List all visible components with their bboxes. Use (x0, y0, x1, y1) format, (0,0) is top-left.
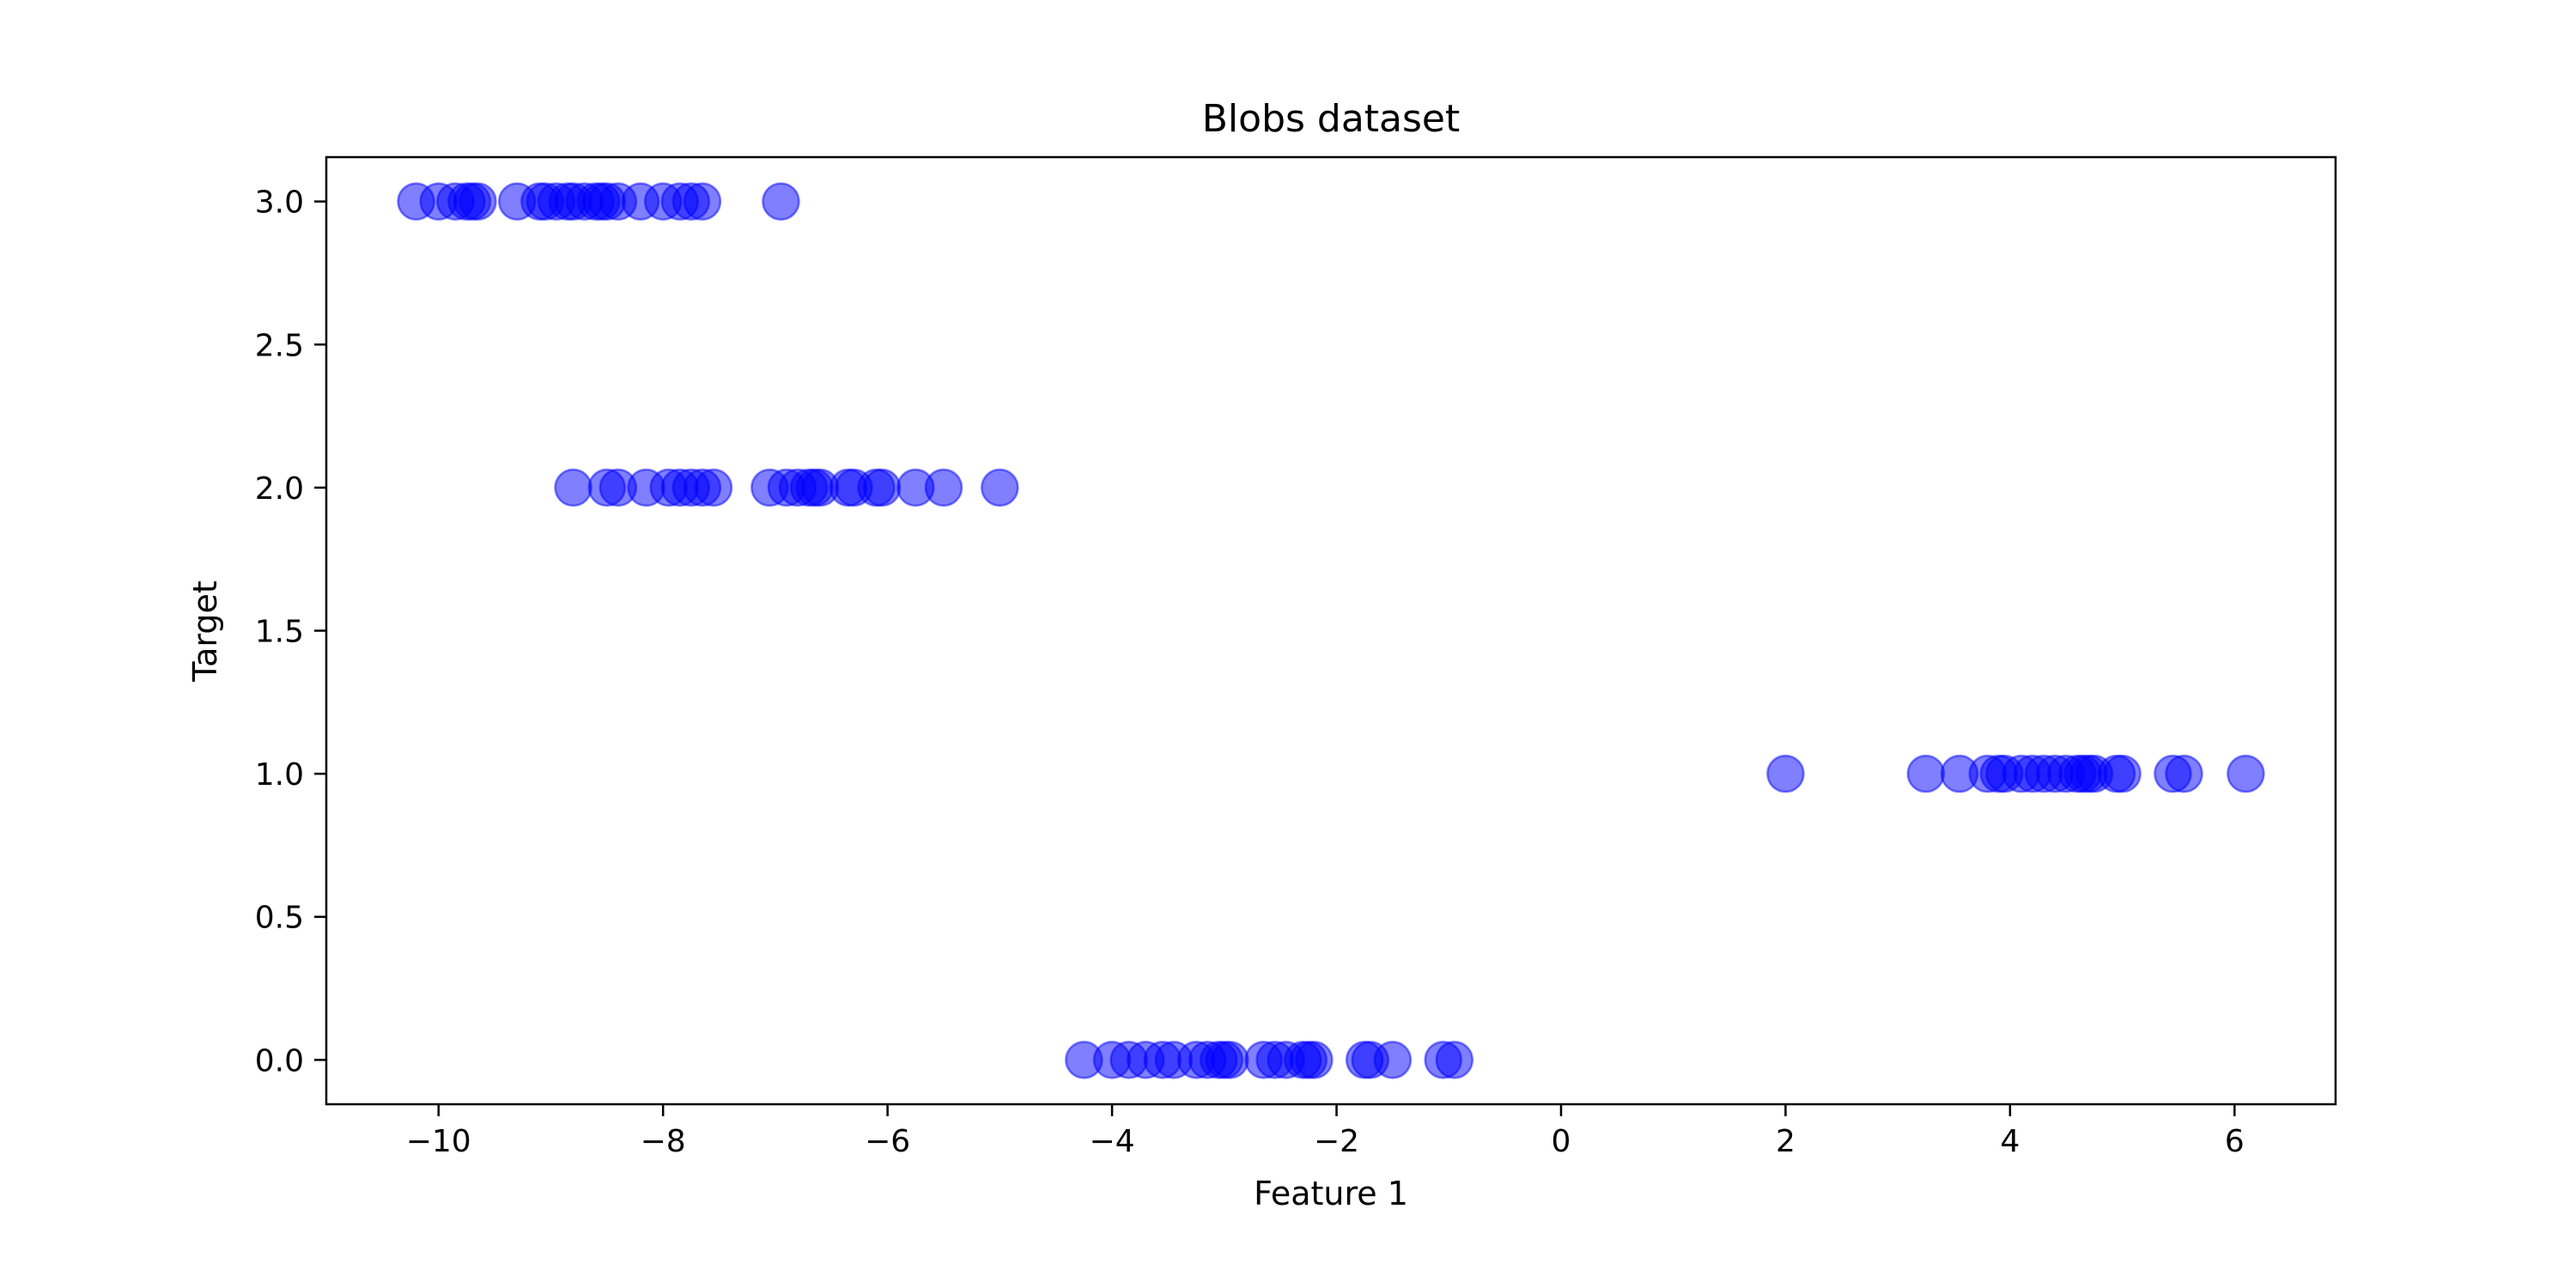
data-point (1435, 1041, 1474, 1079)
x-axis: −10 −8 −6 −4 −2 0 2 4 6 (406, 1104, 2245, 1159)
x-tick-label: 2 (1776, 1124, 1795, 1159)
x-tick-label: −10 (406, 1124, 471, 1159)
x-tick-label: 4 (2000, 1124, 2020, 1159)
data-point (1373, 1041, 1413, 1079)
data-point (2165, 754, 2203, 793)
data-point (2227, 754, 2265, 793)
data-point (694, 468, 733, 507)
points-layer (397, 182, 2265, 1079)
data-point (924, 468, 963, 507)
y-tick-label: 1.0 (255, 757, 304, 793)
data-point (459, 182, 497, 221)
x-tick-label: 0 (1552, 1124, 1571, 1159)
x-tick-label: −8 (641, 1124, 686, 1159)
data-point (762, 182, 800, 221)
data-point (1766, 754, 1805, 793)
x-tick-label: −2 (1314, 1124, 1359, 1159)
y-tick-label: 2.5 (255, 328, 304, 363)
x-tick-label: −4 (1090, 1124, 1135, 1159)
x-tick-label: −6 (865, 1124, 910, 1159)
y-tick-label: 0.5 (255, 901, 304, 936)
data-point (981, 468, 1019, 507)
y-tick-label: 2.0 (255, 471, 304, 507)
data-point (554, 468, 592, 507)
data-point (862, 468, 902, 507)
y-axis: 0.0 0.5 1.0 1.5 2.0 2.5 3.0 (255, 185, 326, 1078)
y-tick-label: 3.0 (255, 185, 304, 221)
data-point (1211, 1041, 1249, 1079)
data-point (1295, 1041, 1334, 1079)
x-axis-label: Feature 1 (1254, 1175, 1408, 1212)
plot-frame (325, 155, 2337, 1106)
data-point (683, 182, 722, 221)
x-tick-label: 6 (2225, 1124, 2245, 1159)
y-tick-label: 0.0 (255, 1043, 304, 1078)
data-point (1906, 754, 1946, 793)
y-tick-label: 1.5 (255, 615, 304, 650)
y-axis-label: Target (186, 580, 224, 683)
data-point (2103, 754, 2142, 793)
chart-title: Blobs dataset (1202, 97, 1461, 141)
